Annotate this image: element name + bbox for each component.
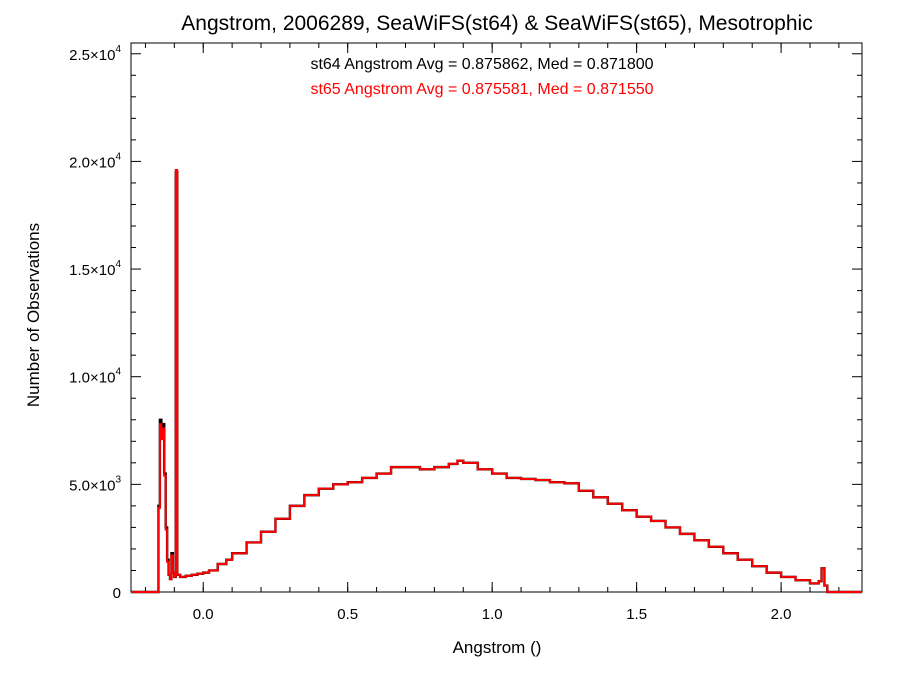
x-axis-label: Angstrom ()	[453, 638, 542, 657]
x-tick-label: 0.5	[337, 606, 358, 623]
y-tick-label: 1.0×104	[69, 367, 121, 387]
chart-title: Angstrom, 2006289, SeaWiFS(st64) & SeaWi…	[181, 12, 812, 35]
y-tick-label: 1.5×104	[69, 259, 121, 279]
x-tick-label: 1.5	[626, 606, 647, 623]
x-tick-label: 2.0	[771, 606, 792, 623]
x-tick-label: 0.0	[193, 606, 214, 623]
y-tick-label: 2.5×104	[69, 44, 121, 64]
x-axis-ticks: 0.0 0.5 1.0 1.5 2.0	[144, 43, 840, 623]
series-line-2	[131, 169, 862, 593]
chart-annotations: st64 Angstrom Avg = 0.875862, Med = 0.87…	[310, 56, 653, 98]
x-tick-label: 1.0	[482, 606, 503, 623]
y-axis-label: Number of Observations	[24, 223, 43, 407]
y-tick-label: 2.0×104	[69, 151, 121, 171]
y-tick-label: 0	[113, 585, 121, 602]
stats-annotation-2: st65 Angstrom Avg = 0.875581, Med = 0.87…	[310, 81, 653, 98]
y-tick-label: 5.0×103	[69, 474, 121, 494]
y-axis-ticks: 0 5.0×103 1.0×104 1.5×104 2.0×104 2.5×104	[69, 44, 862, 602]
histogram-series	[131, 169, 862, 594]
plot-frame	[130, 42, 863, 593]
stats-annotation-1: st64 Angstrom Avg = 0.875862, Med = 0.87…	[310, 56, 653, 73]
series-line-1	[131, 170, 862, 594]
